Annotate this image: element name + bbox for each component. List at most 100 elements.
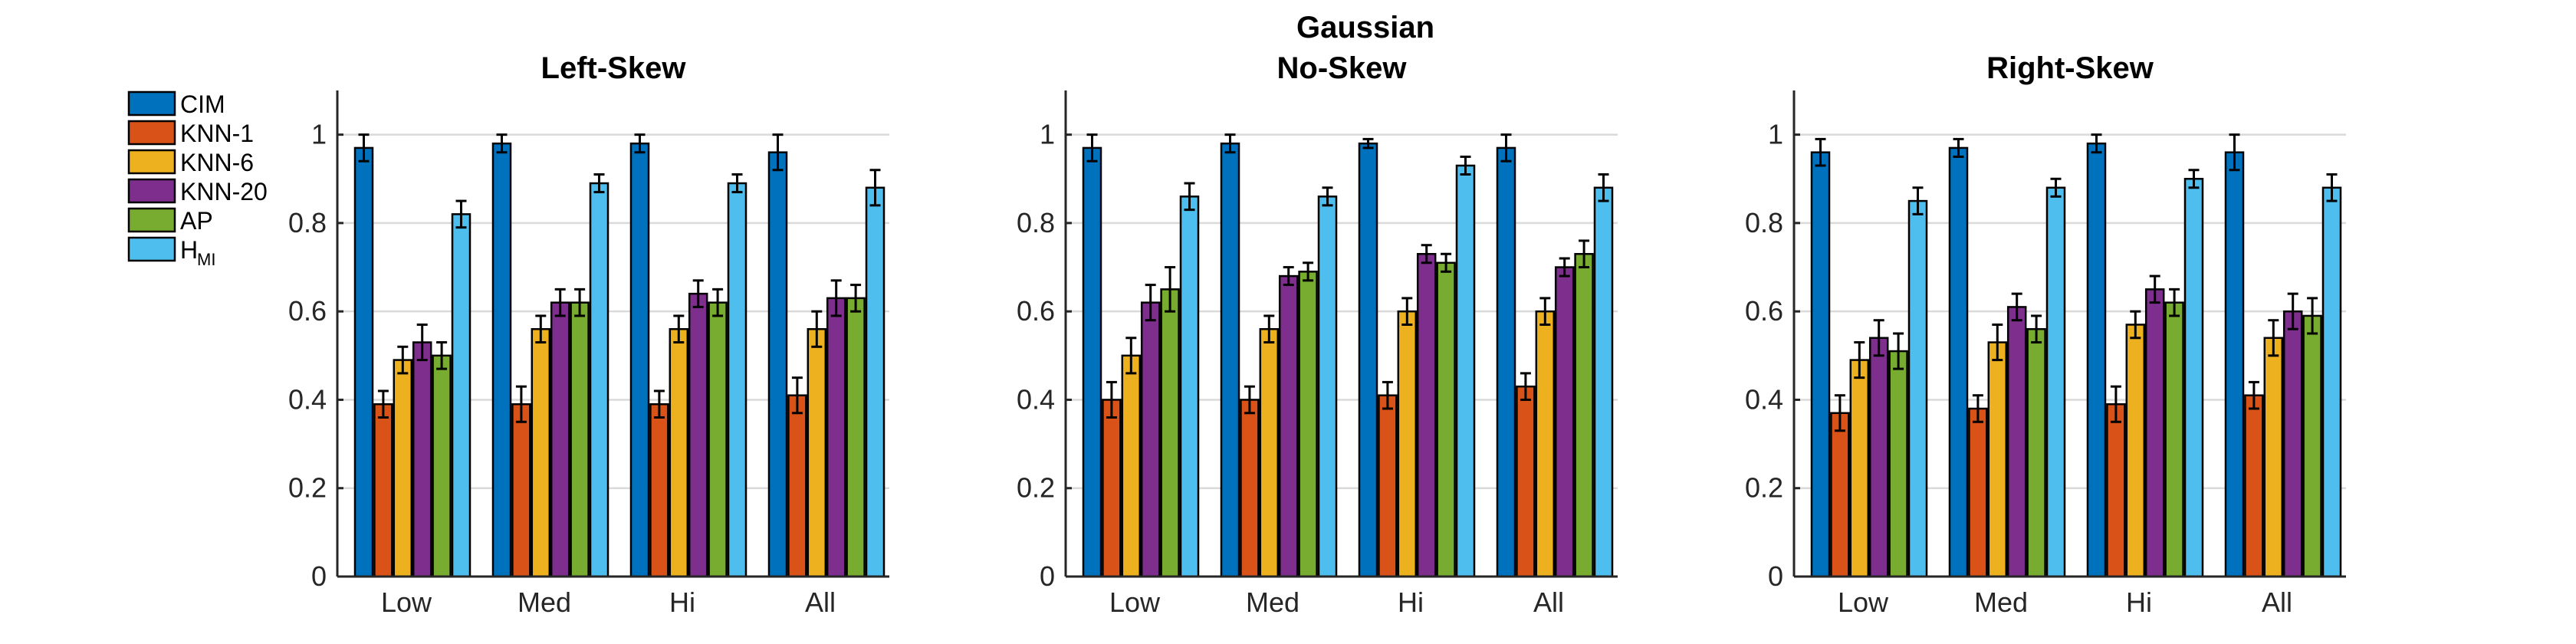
y-tick-label: 0.4 <box>1745 383 1783 415</box>
legend-swatch <box>127 120 176 146</box>
errorbar-cim-all <box>2229 133 2240 172</box>
bar-knn-1-all <box>787 394 807 578</box>
errorbar-knn-1-low <box>1106 380 1117 419</box>
errorbar-knn-1-low <box>377 389 389 419</box>
errorbar-ap-hi <box>2169 288 2180 317</box>
bar-knn-6-hi <box>669 327 689 578</box>
y-tick-label: 0.8 <box>288 207 327 238</box>
bar-knn-20-hi <box>688 292 708 578</box>
errorbar-h-mi-low <box>1912 186 1924 215</box>
errorbar-knn-1-low <box>1834 394 1845 432</box>
errorbar-h-mi-med <box>593 173 605 194</box>
errorbar-ap-all <box>850 284 862 313</box>
errorbar-knn-20-low <box>416 323 428 362</box>
subplot-no-skew: No-Skew Low Med Hi All 0 0.2 0.4 0.6 0.8 1 <box>1017 51 1618 618</box>
bar-knn-20-low <box>1140 301 1161 578</box>
legend-label: CIM <box>180 90 225 118</box>
errorbar-knn-6-hi <box>1401 297 1413 326</box>
bar-h-mi-hi <box>727 182 748 578</box>
bar-knn-1-hi <box>1378 394 1398 578</box>
errorbar-knn-20-med <box>2011 292 2022 322</box>
bar-h-mi-all <box>1593 186 1614 578</box>
bar-h-mi-all <box>2321 186 2342 578</box>
y-tick-label: 0 <box>1040 560 1055 592</box>
errorbar-cim-low <box>1815 137 1826 167</box>
x-tick-label: Low <box>1838 586 1889 618</box>
bar-h-mi-all <box>865 186 886 578</box>
bar-cim-hi <box>629 142 650 578</box>
errorbar-knn-6-med <box>1263 314 1275 344</box>
bar-knn-20-med <box>550 301 570 578</box>
subplot-title: Right-Skew <box>1986 51 2154 85</box>
bar-ap-med <box>1298 271 1318 578</box>
legend-item-knn-6: KNN-6 <box>127 149 254 176</box>
legend-label: H <box>180 236 198 264</box>
bar-cim-low <box>353 146 374 578</box>
errorbar-ap-med <box>1303 261 1314 282</box>
bar-knn-6-hi <box>2125 324 2146 578</box>
subplot-title: No-Skew <box>1277 51 1408 85</box>
bar-knn-6-med <box>1987 341 2008 578</box>
errorbar-knn-20-low <box>1145 284 1156 322</box>
bar-knn-20-all <box>826 297 846 578</box>
bar-ap-all <box>1574 253 1594 578</box>
errorbar-h-mi-all <box>2326 173 2338 202</box>
errorbar-knn-6-all <box>2268 319 2279 357</box>
errorbar-h-mi-hi <box>731 173 743 194</box>
bar-knn-20-low <box>412 341 432 578</box>
errorbar-ap-all <box>1579 239 1590 269</box>
bar-knn-6-hi <box>1397 310 1418 578</box>
legend-label: KNN-6 <box>180 149 254 176</box>
subplot-left-skew: Left-Skew Low Med Hi All 0 0.2 0.4 0.6 0.8 1 <box>288 51 889 618</box>
bar-knn-1-med <box>511 402 531 578</box>
errorbar-cim-med <box>496 133 508 154</box>
bar-knn-1-low <box>1102 399 1122 578</box>
bar-ap-all <box>846 297 866 578</box>
errorbar-cim-hi <box>1362 137 1374 150</box>
errorbar-knn-6-low <box>1125 337 1137 375</box>
bar-cim-all <box>1496 146 1516 578</box>
y-tick-label: 0 <box>1768 560 1783 592</box>
errorbar-cim-hi <box>634 133 646 154</box>
bar-knn-6-all <box>807 327 827 578</box>
bar-cim-med <box>491 142 512 578</box>
y-tick-label: 0.2 <box>1017 472 1055 504</box>
errorbar-h-mi-low <box>1184 182 1195 212</box>
legend-item-hmi: HMI <box>127 236 215 269</box>
legend-label: KNN-20 <box>180 178 268 205</box>
errorbar-knn-6-hi <box>673 314 685 344</box>
bar-cim-med <box>1948 146 1969 578</box>
bar-ap-low <box>1160 288 1180 578</box>
figure-title: Gaussian <box>1296 11 1434 44</box>
legend-swatch <box>127 90 176 117</box>
legend-item-cim: CIM <box>127 90 225 118</box>
y-tick-label: 0.4 <box>1017 383 1055 415</box>
legend-label-subscript: MI <box>197 250 215 269</box>
errorbar-cim-low <box>1086 133 1098 163</box>
bar-knn-1-hi <box>2106 402 2126 578</box>
y-tick-label: 0.2 <box>1745 472 1783 504</box>
legend-swatch <box>127 149 176 175</box>
errorbar-ap-low <box>436 341 448 370</box>
bar-h-mi-med <box>589 182 610 578</box>
bar-ap-med <box>2026 327 2046 578</box>
legend-item-knn-20: KNN-20 <box>127 178 268 205</box>
bar-knn-6-med <box>1259 327 1280 578</box>
errorbar-knn-1-all <box>2248 380 2259 410</box>
legend-swatch <box>127 236 176 262</box>
errorbar-ap-low <box>1165 266 1176 313</box>
bar-h-mi-hi <box>2183 178 2204 578</box>
errorbar-knn-1-hi <box>1382 380 1393 410</box>
errorbar-ap-med <box>2031 314 2042 344</box>
y-tick-label: 1 <box>1768 119 1783 150</box>
legend-label: AP <box>180 207 213 235</box>
x-tick-label: All <box>2262 586 2292 618</box>
errorbar-knn-6-med <box>1992 323 2003 362</box>
bar-knn-1-low <box>1830 412 1850 578</box>
bar-h-mi-low <box>1907 199 1928 578</box>
errorbar-h-mi-low <box>455 199 467 229</box>
bar-h-mi-med <box>1317 196 1338 578</box>
bar-knn-1-hi <box>649 402 669 578</box>
